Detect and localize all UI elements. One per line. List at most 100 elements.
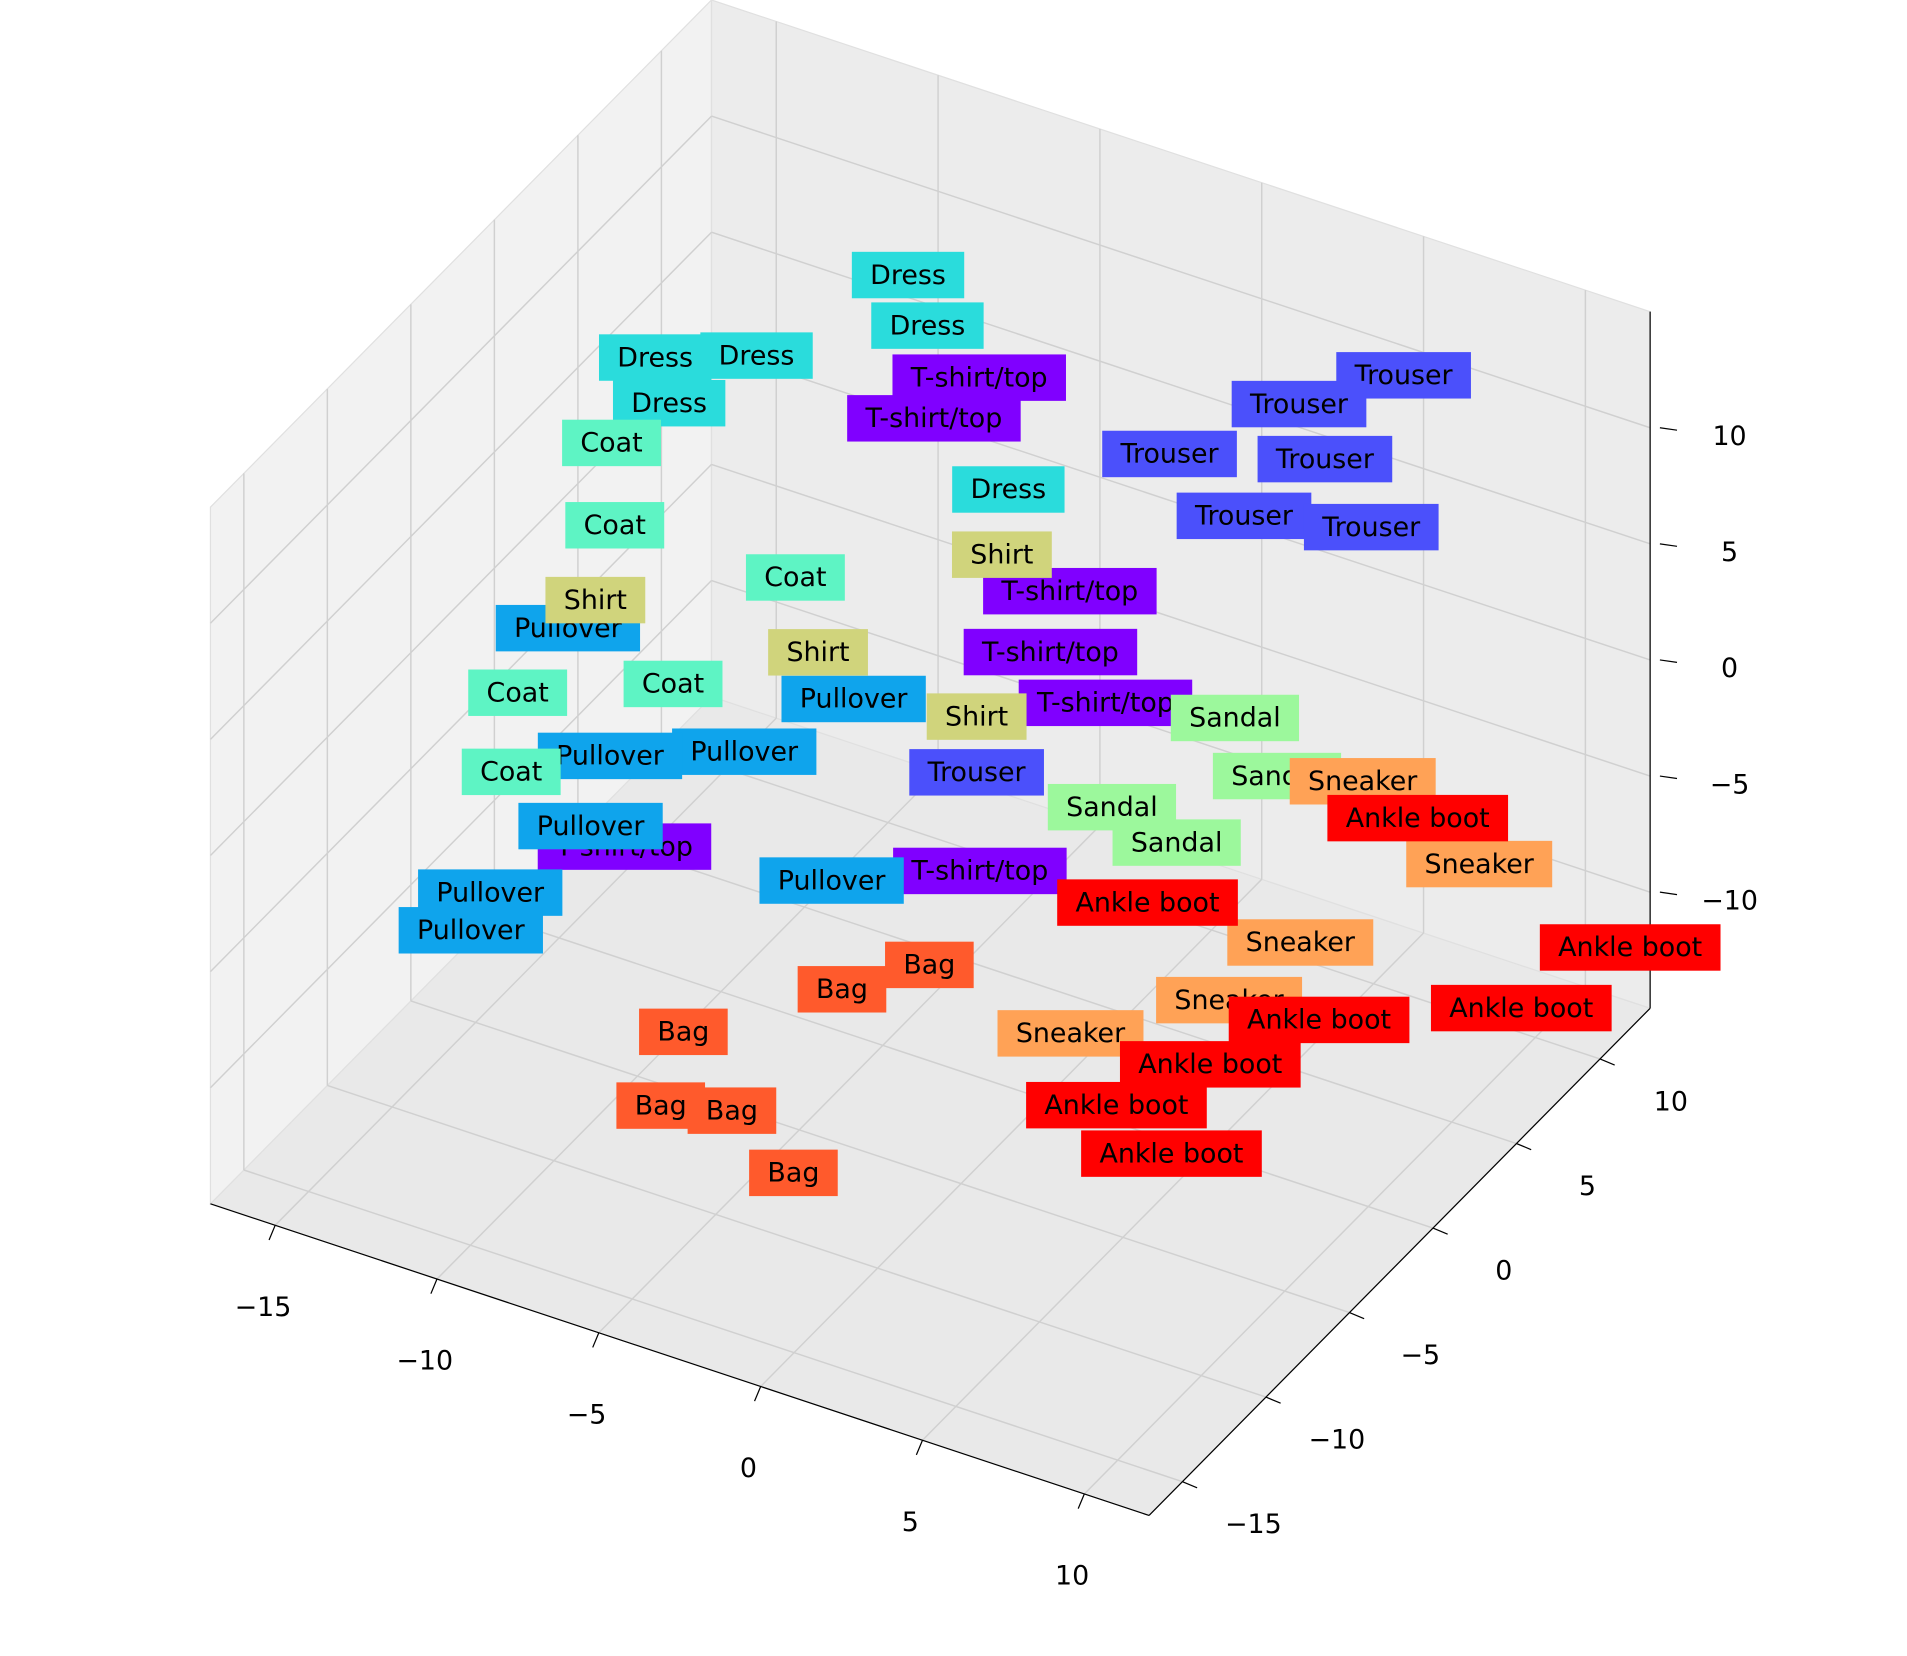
x-tick <box>1077 1493 1085 1509</box>
point-box <box>885 941 974 989</box>
point-box <box>892 354 1066 401</box>
y-tick <box>1349 1312 1365 1320</box>
point-box <box>623 660 723 708</box>
point-box <box>1081 1130 1262 1177</box>
y-tick-label: 0 <box>1495 1256 1512 1287</box>
axis-line <box>210 1203 1150 1517</box>
point-label: Ankle boot <box>1099 1138 1243 1169</box>
point-box <box>1047 783 1177 831</box>
point: Shirt <box>768 629 868 676</box>
point-label: Coat <box>480 757 542 788</box>
point: Ankle boot <box>1119 1041 1301 1088</box>
point-box <box>926 693 1027 740</box>
point-box <box>871 302 984 349</box>
y-tick <box>1265 1396 1281 1404</box>
point-label: Sandal <box>1131 827 1223 858</box>
point: Pullover <box>398 907 543 954</box>
point-label: Sneaker <box>1246 927 1356 958</box>
point-label: Coat <box>580 428 642 459</box>
point: Pullover <box>759 857 904 904</box>
point-box <box>1119 1041 1301 1088</box>
point-box <box>598 334 712 381</box>
point-box <box>565 502 665 549</box>
point-box <box>963 628 1138 676</box>
y-tick-label: −10 <box>1308 1425 1365 1456</box>
y-tick-label: −15 <box>1225 1509 1282 1540</box>
z-tick <box>1659 891 1678 896</box>
point: Ankle boot <box>1081 1130 1262 1177</box>
point: Ankle boot <box>1228 996 1410 1044</box>
z-tick <box>1659 427 1678 431</box>
point: Coat <box>623 660 723 708</box>
point-box <box>612 379 726 427</box>
point: Ankle boot <box>1327 794 1509 842</box>
point-label: Ankle boot <box>1138 1049 1282 1080</box>
grid-line <box>711 115 1651 429</box>
point: Sneaker <box>1406 840 1553 888</box>
x-tick <box>915 1439 924 1456</box>
point: Dress <box>612 379 726 427</box>
grid-line <box>494 915 1434 1229</box>
grid-line <box>598 825 1101 1334</box>
point-label: Dress <box>719 340 795 371</box>
grid-line <box>243 1169 1183 1483</box>
x-tick-label: 0 <box>740 1453 757 1484</box>
point: Sandal <box>1047 783 1177 831</box>
point: Dress <box>700 332 813 379</box>
point-box <box>1176 492 1312 540</box>
point-label: Ankle boot <box>1449 993 1593 1024</box>
point: Coat <box>468 669 568 716</box>
z-tick-label: 10 <box>1712 421 1746 452</box>
point: T-shirt/top <box>893 847 1067 895</box>
point-label: Bag <box>657 1017 709 1048</box>
point-label: Shirt <box>786 637 849 668</box>
point: Pullover <box>518 802 663 850</box>
grid-line <box>209 115 713 624</box>
x-tick <box>592 1332 600 1348</box>
point: Dress <box>871 302 984 349</box>
point-label: Bag <box>706 1095 758 1126</box>
point-box <box>893 847 1067 895</box>
point: T-shirt/top <box>983 567 1157 615</box>
point-box <box>768 629 868 676</box>
point: Dress <box>952 466 1065 513</box>
point-label: Sneaker <box>1016 1018 1126 1049</box>
point-label: Shirt <box>945 701 1008 732</box>
grid-line <box>327 1084 1267 1398</box>
point: Trouser <box>1231 380 1367 428</box>
point-box <box>1327 794 1509 842</box>
point-box <box>616 1082 706 1129</box>
point-label: Pullover <box>556 741 665 772</box>
y-tick-label: 10 <box>1654 1086 1688 1117</box>
point-label: Bag <box>635 1090 687 1121</box>
y-tick-label: 5 <box>1579 1171 1596 1202</box>
point-label: Dress <box>890 310 966 341</box>
point-label: Shirt <box>564 585 627 616</box>
point-label: Bag <box>903 950 955 981</box>
point: T-shirt/top <box>963 628 1138 676</box>
point-label: Bag <box>767 1158 819 1189</box>
point: Coat <box>461 748 561 796</box>
grid-line <box>209 231 713 740</box>
point-box <box>749 1149 838 1197</box>
grid-line <box>209 463 713 973</box>
point-label: Pullover <box>436 877 545 908</box>
z-tick-label: 0 <box>1721 653 1738 684</box>
point-box <box>745 554 845 601</box>
point-box <box>1228 996 1410 1044</box>
point-box <box>1406 840 1553 888</box>
point-label: Ankle boot <box>1247 1005 1391 1036</box>
point: Ankle boot <box>1430 984 1612 1032</box>
point: Ankle boot <box>1539 924 1721 971</box>
point-box <box>1026 1081 1207 1129</box>
point-label: Trouser <box>1194 501 1294 532</box>
point-box <box>537 732 683 780</box>
point-label: Sneaker <box>1308 766 1418 797</box>
point: Shirt <box>926 693 1027 740</box>
point: Bag <box>749 1149 838 1197</box>
x-tick-label: −15 <box>235 1292 292 1323</box>
grid-line <box>274 717 777 1226</box>
point-label: Pullover <box>537 811 646 842</box>
